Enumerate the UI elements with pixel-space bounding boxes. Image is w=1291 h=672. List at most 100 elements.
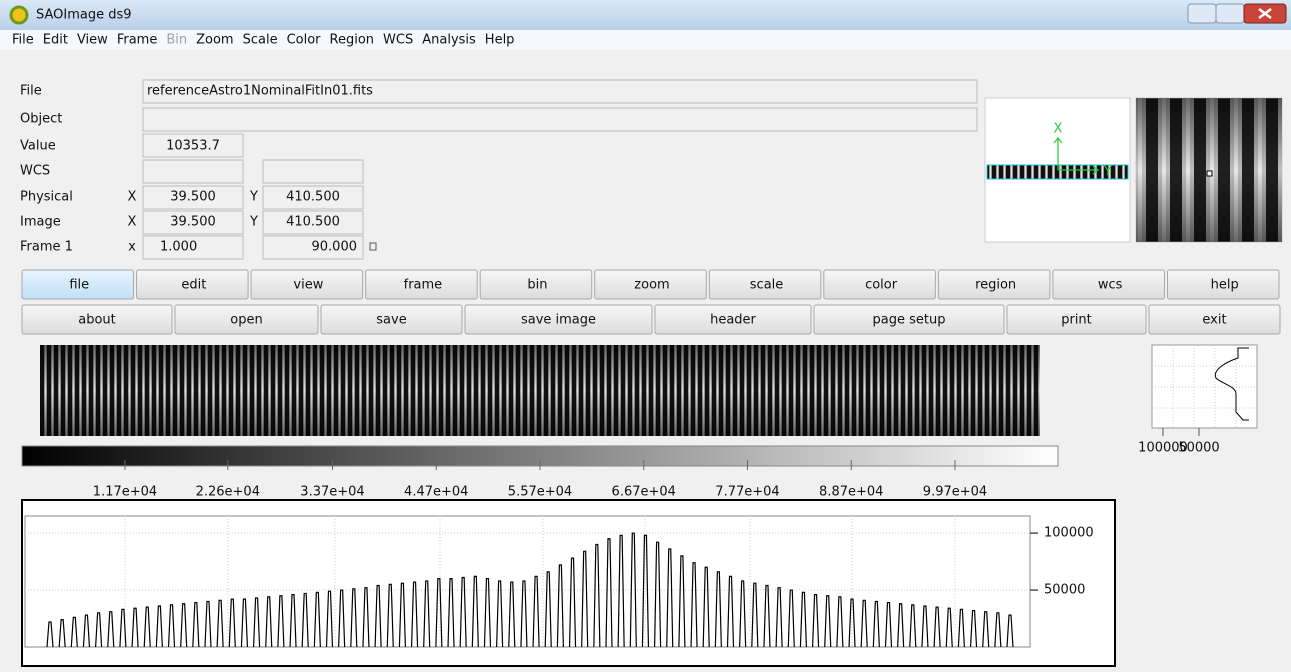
angle-field — [262, 235, 364, 260]
physical-y-field — [262, 185, 364, 210]
maximize-button[interactable] — [1215, 3, 1245, 24]
minimize-button[interactable] — [1187, 3, 1217, 24]
graph-peak — [568, 557, 577, 648]
button-label: exit — [1202, 313, 1226, 328]
graph-peak — [824, 595, 832, 648]
graph-peak — [653, 541, 662, 648]
button[interactable] — [1052, 269, 1165, 300]
button[interactable] — [250, 269, 364, 300]
value-field — [142, 133, 244, 158]
graph-peak — [265, 596, 273, 648]
button-label: about — [78, 313, 116, 328]
button[interactable] — [21, 269, 135, 300]
info-label: WCS — [20, 164, 50, 179]
graph-peak — [909, 604, 917, 648]
graph-peak — [690, 562, 698, 648]
colorbar-tick-label: 9.97e+04 — [923, 485, 987, 500]
graph-peak — [532, 575, 540, 648]
graph-peak — [119, 608, 127, 648]
menu-item[interactable]: Analysis — [422, 33, 476, 48]
colorbar-ticks: 1.17e+04 2.26e+04 3.37e+04 4.47e+04 5.57e+04… — [93, 460, 987, 500]
button[interactable] — [479, 269, 593, 300]
axis-label: X — [128, 215, 137, 230]
colorbar-tick-label: 1.17e+04 — [93, 485, 157, 500]
menu-item[interactable]: Scale — [243, 33, 278, 48]
graph-peak — [252, 597, 261, 648]
graph-peak — [192, 601, 200, 648]
graph-peak — [46, 621, 54, 648]
close-icon — [1258, 8, 1272, 19]
graph-peak — [1006, 614, 1014, 648]
menu-item[interactable]: Frame — [117, 33, 158, 48]
graph-peak — [228, 598, 236, 648]
graph-peak — [787, 589, 795, 648]
axis-label: x — [128, 240, 136, 255]
menu-item[interactable]: File — [12, 33, 34, 48]
physical-y: 410.500 — [286, 190, 340, 205]
graph-peak — [945, 607, 953, 648]
graph-peak — [70, 616, 78, 648]
colorbar-tick-label: 7.77e+04 — [715, 485, 779, 500]
graph-peak — [362, 587, 370, 648]
menu: File Edit View Frame Bin Zoom Scale Color Region… — [12, 33, 514, 48]
profile-tick-label: 50000 — [1178, 441, 1219, 456]
menu-item[interactable]: View — [77, 33, 108, 48]
graph-tick-label: 100000 — [1044, 526, 1094, 541]
button-label: file — [69, 278, 89, 293]
colorbar-tick-label: 4.47e+04 — [404, 485, 468, 500]
graph-peak — [107, 611, 115, 648]
button[interactable] — [365, 269, 478, 300]
menu-item[interactable]: Color — [287, 33, 322, 48]
info-panel: File referenceAstro1NominalFitIn01.fits … — [20, 79, 978, 260]
graph-peak — [897, 603, 905, 648]
button[interactable] — [708, 269, 822, 300]
graph-peak — [617, 534, 625, 648]
graph-peak — [496, 580, 504, 648]
menu-item[interactable]: Region — [330, 33, 375, 48]
button[interactable] — [1006, 304, 1147, 335]
profile-trace — [1214, 347, 1249, 421]
info-label: Physical — [20, 190, 73, 205]
button[interactable] — [654, 304, 812, 335]
menu-item[interactable]: Help — [485, 33, 515, 48]
button[interactable] — [1148, 304, 1281, 335]
button[interactable] — [1166, 269, 1280, 300]
app-icon — [9, 5, 29, 25]
graph-peak — [180, 603, 188, 648]
button[interactable] — [320, 304, 463, 335]
graph-peak — [702, 566, 710, 648]
button[interactable] — [21, 304, 173, 335]
image-shade — [40, 345, 1040, 436]
info-label: Value — [20, 139, 56, 154]
graph-peak — [155, 605, 163, 648]
menu-item[interactable]: Bin — [166, 33, 187, 48]
button[interactable] — [823, 269, 936, 300]
profile-tick-label: 100000 — [1138, 441, 1188, 456]
graph-peak — [520, 580, 528, 648]
button[interactable] — [174, 304, 319, 335]
graph-peak — [969, 609, 978, 648]
graph-peak — [398, 582, 407, 648]
graph: 100000 50000 — [25, 526, 1094, 648]
button[interactable] — [594, 269, 707, 300]
button-label: save — [376, 313, 406, 328]
button[interactable] — [813, 304, 1005, 335]
graph-peak — [775, 587, 783, 648]
graph-peak — [338, 589, 346, 648]
button[interactable] — [464, 304, 653, 335]
menu-item[interactable]: Zoom — [196, 33, 233, 48]
button[interactable] — [937, 269, 1051, 300]
graph-peak — [811, 594, 820, 648]
graph-peak — [58, 619, 66, 648]
button[interactable] — [136, 269, 249, 300]
button-label: bin — [527, 278, 547, 293]
menu-item[interactable]: Edit — [43, 33, 68, 48]
graph-peak — [836, 596, 844, 648]
graph-peak — [848, 598, 856, 648]
menu-item[interactable]: WCS — [383, 33, 413, 48]
graph-peak — [629, 532, 637, 648]
graph-peak — [423, 580, 431, 648]
button-label: open — [230, 313, 262, 328]
object-field — [142, 107, 978, 132]
